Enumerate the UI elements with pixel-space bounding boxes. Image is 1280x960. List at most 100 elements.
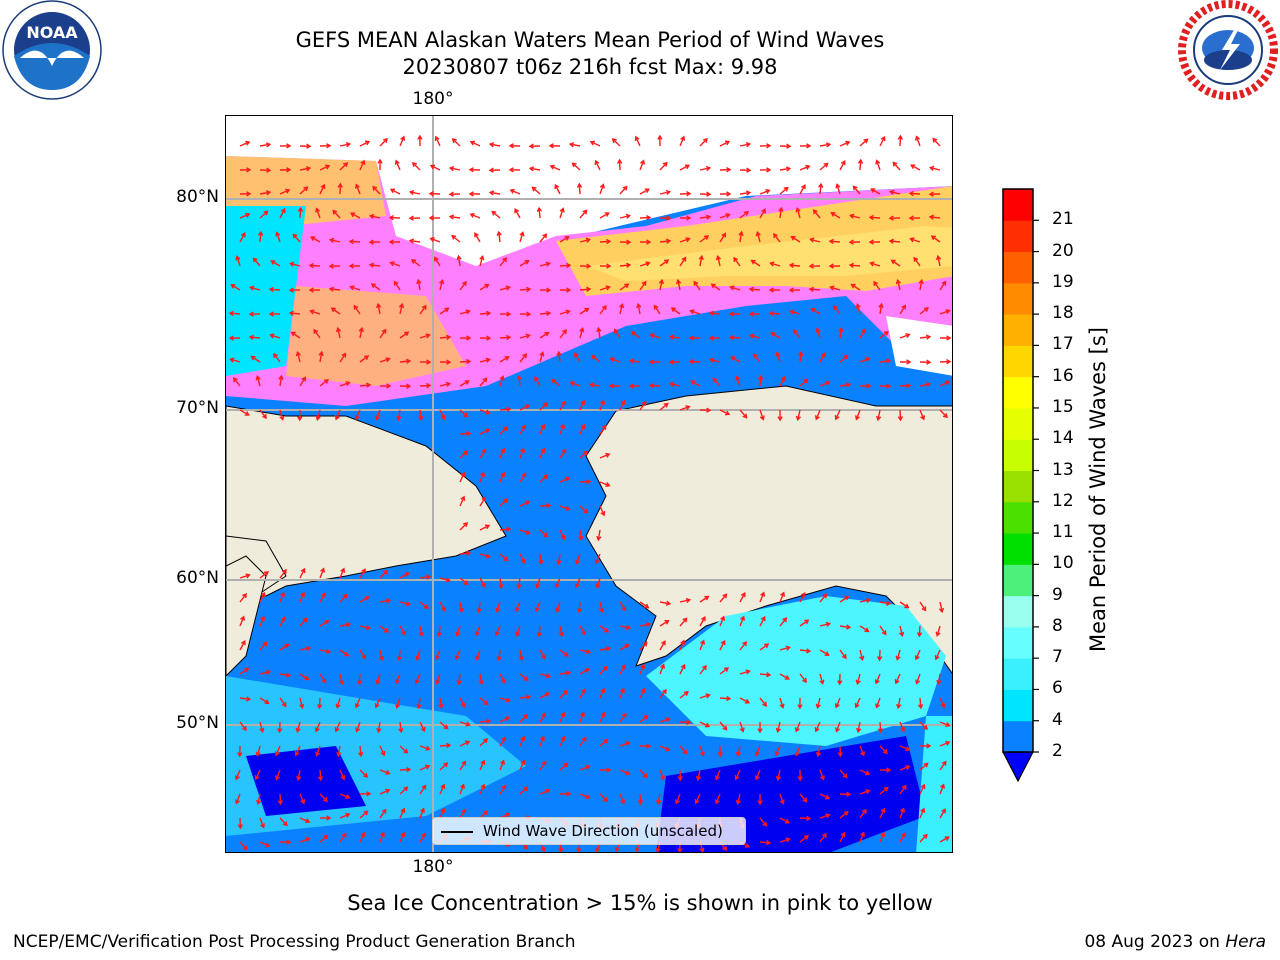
wave-arrow bbox=[239, 409, 250, 416]
wave-arrow bbox=[299, 186, 308, 195]
wave-arrow-head bbox=[598, 607, 605, 614]
wave-arrow-head bbox=[803, 835, 810, 840]
wave-arrow bbox=[399, 360, 411, 363]
wave-arrow bbox=[659, 640, 666, 651]
wave-arrow bbox=[359, 832, 365, 843]
wave-arrow-head bbox=[325, 648, 332, 654]
wave-arrow bbox=[859, 357, 870, 363]
wave-arrow bbox=[879, 721, 882, 733]
wave-arrow-head bbox=[354, 415, 360, 421]
wave-arrow-head bbox=[531, 186, 537, 192]
wave-arrow-head bbox=[668, 381, 675, 388]
wave-arrow bbox=[799, 592, 806, 603]
wave-arrow-head bbox=[880, 807, 886, 814]
wave-arrow bbox=[599, 305, 607, 315]
wave-arrow bbox=[937, 673, 941, 684]
wave-arrow-head bbox=[942, 413, 948, 419]
wave-arrow-head bbox=[401, 630, 406, 636]
sea-ice-yellow bbox=[586, 226, 952, 281]
wave-arrow-head bbox=[754, 775, 760, 781]
wave-arrow-head bbox=[726, 191, 732, 197]
wave-arrow bbox=[919, 383, 930, 387]
wave-arrow bbox=[631, 331, 641, 339]
wave-arrow-head bbox=[545, 788, 551, 794]
wave-arrow bbox=[559, 329, 567, 339]
wave-arrow bbox=[259, 210, 268, 219]
wave-arrow bbox=[539, 761, 547, 771]
wave-arrow bbox=[479, 358, 490, 363]
wave-arrow-head bbox=[852, 185, 858, 191]
wave-arrow-head bbox=[341, 352, 347, 358]
wave-arrow-head bbox=[520, 735, 526, 741]
wave-arrow bbox=[539, 736, 545, 747]
wave-arrow bbox=[639, 216, 651, 219]
wave-arrow bbox=[578, 183, 581, 195]
wave-arrow bbox=[939, 761, 947, 771]
wave-arrow bbox=[310, 236, 321, 243]
wave-arrow-head bbox=[857, 158, 864, 164]
wave-arrow bbox=[517, 577, 521, 589]
colorbar-tick-label: 12 bbox=[1052, 490, 1074, 511]
wave-arrow-head bbox=[779, 799, 785, 805]
wave-arrow-head bbox=[474, 631, 480, 637]
wave-arrow-head bbox=[765, 188, 771, 194]
wave-arrow-head bbox=[865, 770, 871, 776]
wave-arrow bbox=[276, 232, 281, 243]
wave-arrow-head bbox=[230, 284, 236, 289]
wave-arrow bbox=[859, 625, 869, 632]
wave-arrow-head bbox=[541, 712, 546, 718]
dark-blue-southwest bbox=[246, 746, 366, 816]
wave-arrow bbox=[619, 304, 623, 315]
wave-arrow-head bbox=[290, 331, 296, 337]
wave-arrow-head bbox=[565, 309, 571, 315]
wave-arrow bbox=[379, 769, 390, 775]
wave-arrow-head bbox=[675, 278, 682, 285]
wave-arrow-head bbox=[806, 815, 812, 822]
wave-arrow-head bbox=[483, 700, 489, 706]
wave-arrow bbox=[599, 688, 605, 699]
wave-arrow bbox=[570, 143, 581, 147]
wave-arrow-head bbox=[420, 807, 425, 813]
wave-arrow-head bbox=[699, 847, 705, 852]
wave-arrow-head bbox=[468, 191, 474, 197]
wave-arrow bbox=[439, 784, 445, 795]
wave-arrow-head bbox=[837, 680, 843, 686]
wave-arrow bbox=[419, 384, 431, 387]
wave-arrow-head bbox=[892, 161, 898, 167]
wave-arrow bbox=[939, 697, 945, 708]
wave-arrow bbox=[635, 136, 641, 147]
wave-arrow-head bbox=[766, 167, 772, 173]
wave-arrow-head bbox=[581, 736, 587, 742]
wave-arrow bbox=[596, 577, 601, 588]
wave-arrow bbox=[759, 697, 767, 707]
wave-arrow-head bbox=[528, 166, 535, 172]
wave-arrow bbox=[777, 769, 781, 780]
wave-arrow-head bbox=[657, 134, 663, 140]
wave-arrow bbox=[395, 673, 401, 684]
wave-arrow bbox=[819, 183, 822, 195]
wave-arrow-head bbox=[838, 326, 844, 333]
wave-arrow-head bbox=[878, 302, 884, 309]
wave-arrow bbox=[359, 140, 370, 147]
wave-arrow bbox=[637, 304, 641, 315]
wave-arrow-head bbox=[735, 799, 741, 806]
wave-arrow-head bbox=[824, 794, 831, 800]
wave-arrow-head bbox=[785, 645, 791, 651]
wave-arrow bbox=[779, 617, 787, 627]
wave-arrow-head bbox=[229, 357, 235, 363]
wave-arrow-head bbox=[551, 378, 557, 384]
wave-arrow bbox=[619, 283, 629, 291]
wave-arrow-head bbox=[361, 568, 366, 574]
wave-arrow bbox=[256, 745, 261, 756]
svg-text:NOAA: NOAA bbox=[26, 23, 78, 42]
wave-arrow-head bbox=[677, 776, 683, 782]
wave-arrow bbox=[435, 649, 441, 660]
wave-arrow-head bbox=[773, 233, 778, 239]
wave-arrow-head bbox=[345, 142, 352, 148]
wave-arrow-head bbox=[474, 232, 479, 238]
wave-arrow bbox=[499, 528, 511, 531]
wave-arrow-head bbox=[788, 287, 794, 293]
wave-arrow-head bbox=[865, 597, 872, 604]
wave-arrow bbox=[899, 785, 907, 795]
wave-arrow bbox=[539, 424, 545, 435]
